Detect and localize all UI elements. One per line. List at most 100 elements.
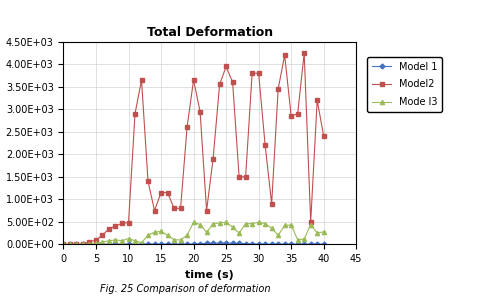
Model 1 xyxy=(321,242,326,246)
Mode l3 xyxy=(301,237,307,241)
Mode l3 xyxy=(119,239,125,243)
Mode l3 xyxy=(145,234,151,237)
Mode l3 xyxy=(184,234,190,237)
Model 1 xyxy=(119,242,125,246)
Mode l3 xyxy=(230,226,236,229)
Model2 xyxy=(171,207,177,210)
Model 1 xyxy=(106,242,112,246)
Model2 xyxy=(184,125,190,129)
Model2 xyxy=(275,87,281,91)
Model2 xyxy=(125,221,131,224)
Mode l3 xyxy=(132,239,138,243)
Mode l3 xyxy=(86,243,92,246)
Model 1 xyxy=(158,242,164,246)
Model 1 xyxy=(256,242,262,246)
Mode l3 xyxy=(100,240,105,244)
Model2 xyxy=(249,72,255,75)
Model2 xyxy=(295,112,301,116)
Model 1 xyxy=(217,241,223,245)
Model 1 xyxy=(164,242,170,246)
Mode l3 xyxy=(125,237,131,240)
Model2 xyxy=(308,220,314,224)
Mode l3 xyxy=(269,226,275,230)
Mode l3 xyxy=(191,221,197,224)
Model 1 xyxy=(139,242,144,246)
Model 1 xyxy=(210,241,216,245)
Model2 xyxy=(93,238,99,242)
Model 1 xyxy=(152,242,158,246)
Model 1 xyxy=(74,243,80,246)
Model2 xyxy=(236,175,242,179)
Model2 xyxy=(119,221,125,225)
Line: Mode l3: Mode l3 xyxy=(61,220,326,246)
Mode l3 xyxy=(275,234,281,237)
Model2 xyxy=(243,175,248,179)
Model2 xyxy=(301,51,307,55)
Model2 xyxy=(158,191,164,194)
Mode l3 xyxy=(67,243,73,246)
Mode l3 xyxy=(288,223,294,227)
Mode l3 xyxy=(113,238,119,242)
Model2 xyxy=(100,234,105,237)
Model2 xyxy=(152,209,158,212)
Model 1 xyxy=(125,242,131,246)
Model 1 xyxy=(223,241,229,245)
Mode l3 xyxy=(321,230,326,234)
Mode l3 xyxy=(158,229,164,233)
Model2 xyxy=(230,80,236,84)
Model2 xyxy=(191,78,197,82)
Model2 xyxy=(74,243,80,246)
Mode l3 xyxy=(314,231,320,235)
Model2 xyxy=(282,53,287,57)
Model2 xyxy=(132,112,138,116)
Model 1 xyxy=(93,243,99,246)
Model2 xyxy=(67,243,73,246)
Model 1 xyxy=(269,242,275,246)
Mode l3 xyxy=(236,231,242,235)
Model2 xyxy=(217,83,223,86)
Mode l3 xyxy=(139,241,144,244)
Model 1 xyxy=(295,242,301,246)
Mode l3 xyxy=(61,243,66,246)
Model 1 xyxy=(282,242,287,246)
Model 1 xyxy=(86,243,92,246)
Model2 xyxy=(86,240,92,244)
Legend: Model 1, Model2, Mode l3: Model 1, Model2, Mode l3 xyxy=(367,57,443,112)
Model 1 xyxy=(308,242,314,246)
Model2 xyxy=(256,72,262,75)
Mode l3 xyxy=(93,242,99,245)
Model 1 xyxy=(314,242,320,246)
Mode l3 xyxy=(80,243,86,246)
Model 1 xyxy=(80,243,86,246)
Model 1 xyxy=(178,242,183,246)
Mode l3 xyxy=(210,222,216,226)
Mode l3 xyxy=(295,238,301,242)
Mode l3 xyxy=(106,239,112,243)
Mode l3 xyxy=(308,223,314,226)
Line: Model2: Model2 xyxy=(61,51,326,246)
Model 1 xyxy=(275,242,281,246)
Model 1 xyxy=(171,242,177,246)
Model 1 xyxy=(288,242,294,246)
Model2 xyxy=(106,227,112,230)
Model 1 xyxy=(100,243,105,246)
Model2 xyxy=(164,191,170,194)
Model 1 xyxy=(230,241,236,245)
Mode l3 xyxy=(152,230,158,234)
Model 1 xyxy=(67,243,73,246)
Mode l3 xyxy=(164,234,170,237)
Model 1 xyxy=(197,242,203,246)
Model2 xyxy=(269,202,275,206)
Title: Total Deformation: Total Deformation xyxy=(147,26,273,39)
Model 1 xyxy=(132,242,138,246)
Model 1 xyxy=(113,242,119,246)
Model2 xyxy=(145,179,151,183)
Model2 xyxy=(197,110,203,113)
Model2 xyxy=(210,157,216,161)
Mode l3 xyxy=(249,222,255,225)
Model 1 xyxy=(203,242,209,245)
Mode l3 xyxy=(282,224,287,227)
Mode l3 xyxy=(217,221,223,224)
Model2 xyxy=(113,225,119,228)
Mode l3 xyxy=(243,222,248,225)
